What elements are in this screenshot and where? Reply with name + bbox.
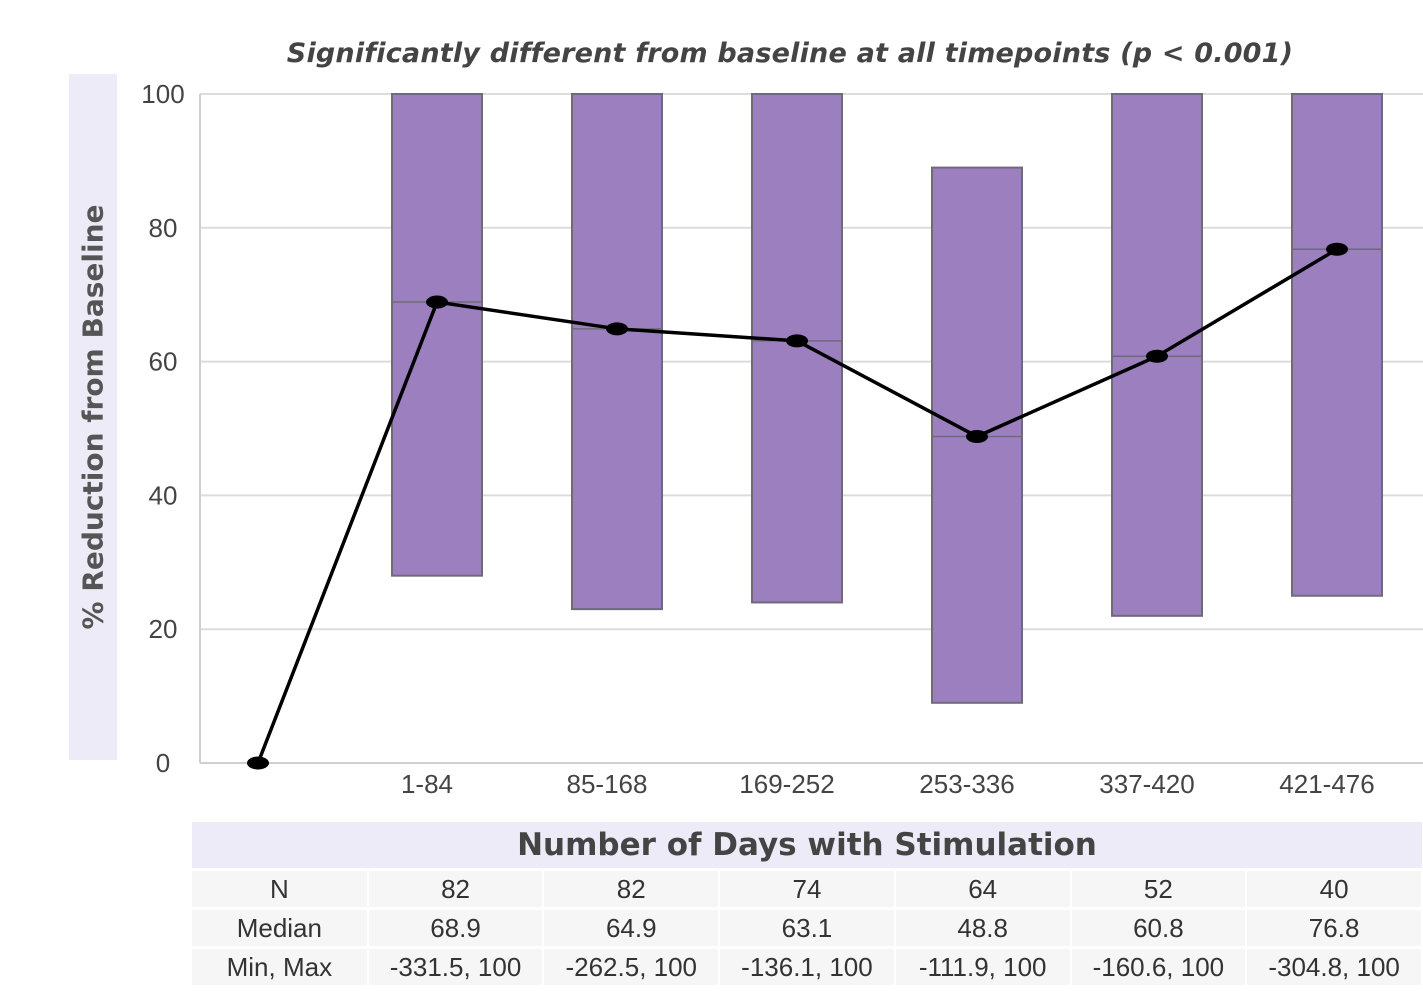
table-row-label: Min, Max: [192, 947, 369, 988]
median-point: [966, 430, 988, 444]
median-point: [1146, 349, 1168, 363]
x-tick-label: 253-336: [919, 769, 1014, 799]
table-row: Median 68.9 64.9 63.1 48.8 60.8 76.8: [192, 908, 1423, 949]
chart-title: Significantly different from baseline at…: [286, 38, 1294, 69]
table-cell: -331.5, 100: [367, 947, 545, 988]
chart: 0 20 40 60 80 100 1-84 85-168 169-252 253-336 337-…: [69, 38, 1423, 799]
table-row: N 82 82 74 64 52 40: [192, 869, 1423, 910]
y-tick-label: 40: [149, 480, 178, 510]
table-cell: -111.9, 100: [894, 947, 1072, 988]
table-cell: 40: [1246, 869, 1423, 910]
y-tick-label: 20: [149, 614, 178, 644]
median-point: [1326, 242, 1348, 256]
x-tick-label: 85-168: [567, 769, 648, 799]
chart-plot: 0 20 40 60 80 100 1-84 85-168 169-252 253-336 337-…: [141, 79, 1423, 799]
box: [391, 93, 483, 577]
box: [571, 93, 663, 611]
table-cell: 76.8: [1246, 908, 1423, 949]
y-tick-label: 60: [149, 347, 178, 377]
table-cell: -136.1, 100: [719, 947, 896, 988]
table-cell: 63.1: [719, 908, 896, 949]
median-point: [426, 295, 448, 309]
table-cell: 52: [1070, 869, 1248, 910]
table-cell: 82: [367, 869, 545, 910]
y-tick-label: 80: [149, 213, 178, 243]
box: [1291, 93, 1383, 597]
median-point: [606, 322, 628, 336]
table-cell: 64.9: [543, 908, 721, 949]
box: [751, 93, 843, 604]
table-cell: -160.6, 100: [1070, 947, 1248, 988]
table-cell: 74: [719, 869, 896, 910]
y-axis-label-band: [69, 74, 117, 760]
table-cell: 82: [543, 869, 721, 910]
median-point: [786, 334, 808, 348]
table-cell: -262.5, 100: [543, 947, 721, 988]
table-cell: 64: [894, 869, 1072, 910]
median-point: [247, 756, 269, 770]
y-axis-label: % Reduction from Baseline: [76, 204, 110, 630]
table-cell: 60.8: [1070, 908, 1248, 949]
summary-table-body: N 82 82 74 64 52 40 Median 68.9 64.9 63.1 48.8 60.8 7…: [192, 869, 1423, 988]
summary-table: Number of Days with Stimulation N 82 82 74 6…: [192, 822, 1423, 988]
x-tick-label: 337-420: [1099, 769, 1194, 799]
table-row-label: Median: [192, 908, 369, 949]
table-row-label: N: [192, 869, 369, 910]
x-tick-label: 421-476: [1279, 769, 1374, 799]
x-tick-label: 1-84: [401, 769, 453, 799]
table-cell: 68.9: [367, 908, 545, 949]
x-axis-label: Number of Days with Stimulation: [192, 822, 1422, 871]
x-tick-label: 169-252: [739, 769, 834, 799]
y-tick-label: 100: [141, 79, 184, 109]
table-row: Min, Max -331.5, 100 -262.5, 100 -136.1, 10…: [192, 947, 1423, 988]
table-cell: 48.8: [894, 908, 1072, 949]
table-cell: -304.8, 100: [1246, 947, 1423, 988]
y-tick-label: 0: [156, 748, 170, 778]
